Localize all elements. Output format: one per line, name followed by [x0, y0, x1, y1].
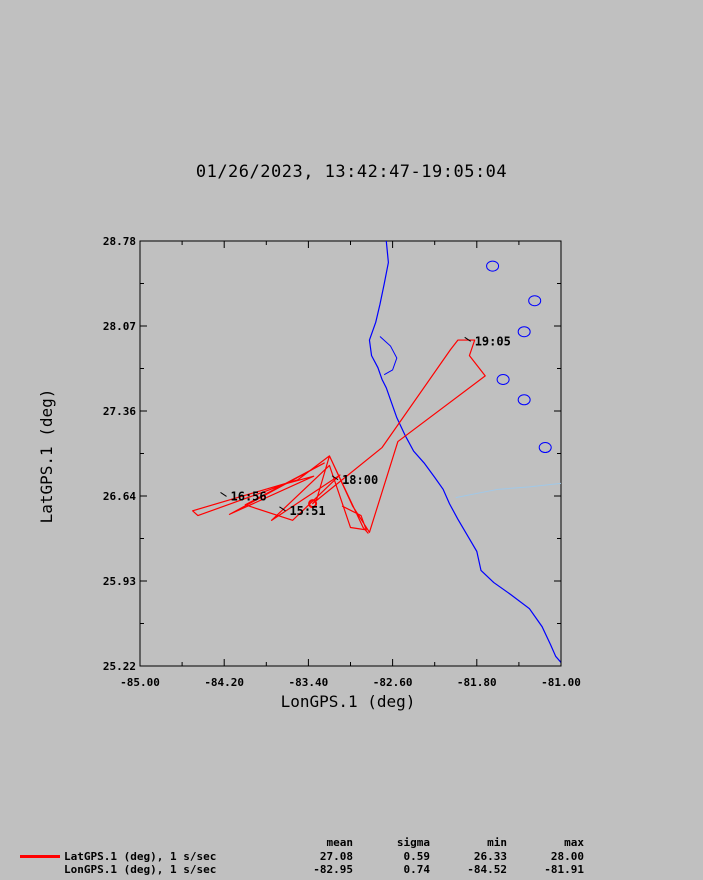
y-tick-label: 25.22	[103, 660, 136, 673]
time-label: 18:00	[342, 473, 378, 487]
stats-cell: 0.74	[403, 863, 431, 876]
time-label: 19:05	[475, 334, 511, 348]
time-marker	[279, 506, 286, 512]
lake-outline	[538, 442, 552, 454]
track-line	[192, 339, 486, 534]
x-tick-label: -81.00	[541, 676, 581, 689]
flight-track	[192, 339, 486, 534]
track-loop	[308, 499, 318, 509]
plot-frame	[139, 240, 562, 667]
time-label: 16:56	[231, 489, 267, 503]
x-tick-label: -85.00	[120, 676, 160, 689]
lake-outline	[528, 295, 542, 307]
plot-border	[139, 240, 562, 667]
stats-cell: -84.52	[467, 863, 507, 876]
axis-ticks: -85.00 -84.20 -83.40 -82.60 -81.80 -81.00 28.7…	[103, 235, 581, 689]
time-label: 15:51	[289, 504, 325, 518]
x-axis-label: LonGPS.1 (deg)	[281, 692, 416, 711]
lake-outline	[496, 373, 510, 385]
tampa-bay-path	[379, 336, 398, 376]
x-tick-label: -84.20	[204, 676, 244, 689]
time-marker	[464, 336, 471, 342]
y-tick-label: 27.36	[103, 405, 136, 418]
chart-title: 01/26/2023, 13:42:47-19:05:04	[195, 162, 508, 182]
stats-row-label: LonGPS.1 (deg), 1 s/sec	[64, 863, 217, 876]
x-tick-label: -82.60	[373, 676, 413, 689]
stats-header-mean: mean	[326, 836, 354, 849]
time-marker	[331, 475, 339, 481]
stats-cell: 27.08	[319, 850, 353, 863]
y-tick-label: 28.07	[103, 320, 136, 333]
lake-outline	[517, 326, 531, 338]
stats-header-min: min	[487, 836, 507, 849]
stats-cell: -81.91	[544, 863, 584, 876]
y-tick-label: 26.64	[103, 490, 136, 503]
stats-cell: 28.00	[550, 850, 584, 863]
y-tick-label: 25.93	[103, 575, 136, 588]
y-tick-label: 28.78	[103, 235, 136, 248]
statistics-table: mean sigma min max LatGPS.1 (deg), 1 s/s…	[0, 836, 703, 880]
time-annotations: 19:05 18:00 16:56 15:51	[220, 334, 511, 518]
legend-swatch	[20, 855, 60, 858]
x-tick-label: -81.80	[457, 676, 497, 689]
stats-cell: 26.33	[473, 850, 507, 863]
stats-cell: -82.95	[313, 863, 353, 876]
river-path	[455, 482, 562, 499]
coastline-path	[368, 240, 562, 663]
stats-cell: 0.59	[403, 850, 431, 863]
stats-header-sigma: sigma	[396, 836, 430, 849]
y-axis-label: LatGPS.1 (deg)	[37, 389, 56, 524]
coastline	[368, 240, 562, 663]
time-marker	[220, 492, 227, 497]
stats-header-max: max	[564, 836, 584, 849]
lake-outline	[486, 260, 500, 272]
stats-row-label: LatGPS.1 (deg), 1 s/sec	[64, 850, 217, 863]
lake-outline	[517, 394, 531, 406]
x-tick-label: -83.40	[289, 676, 329, 689]
